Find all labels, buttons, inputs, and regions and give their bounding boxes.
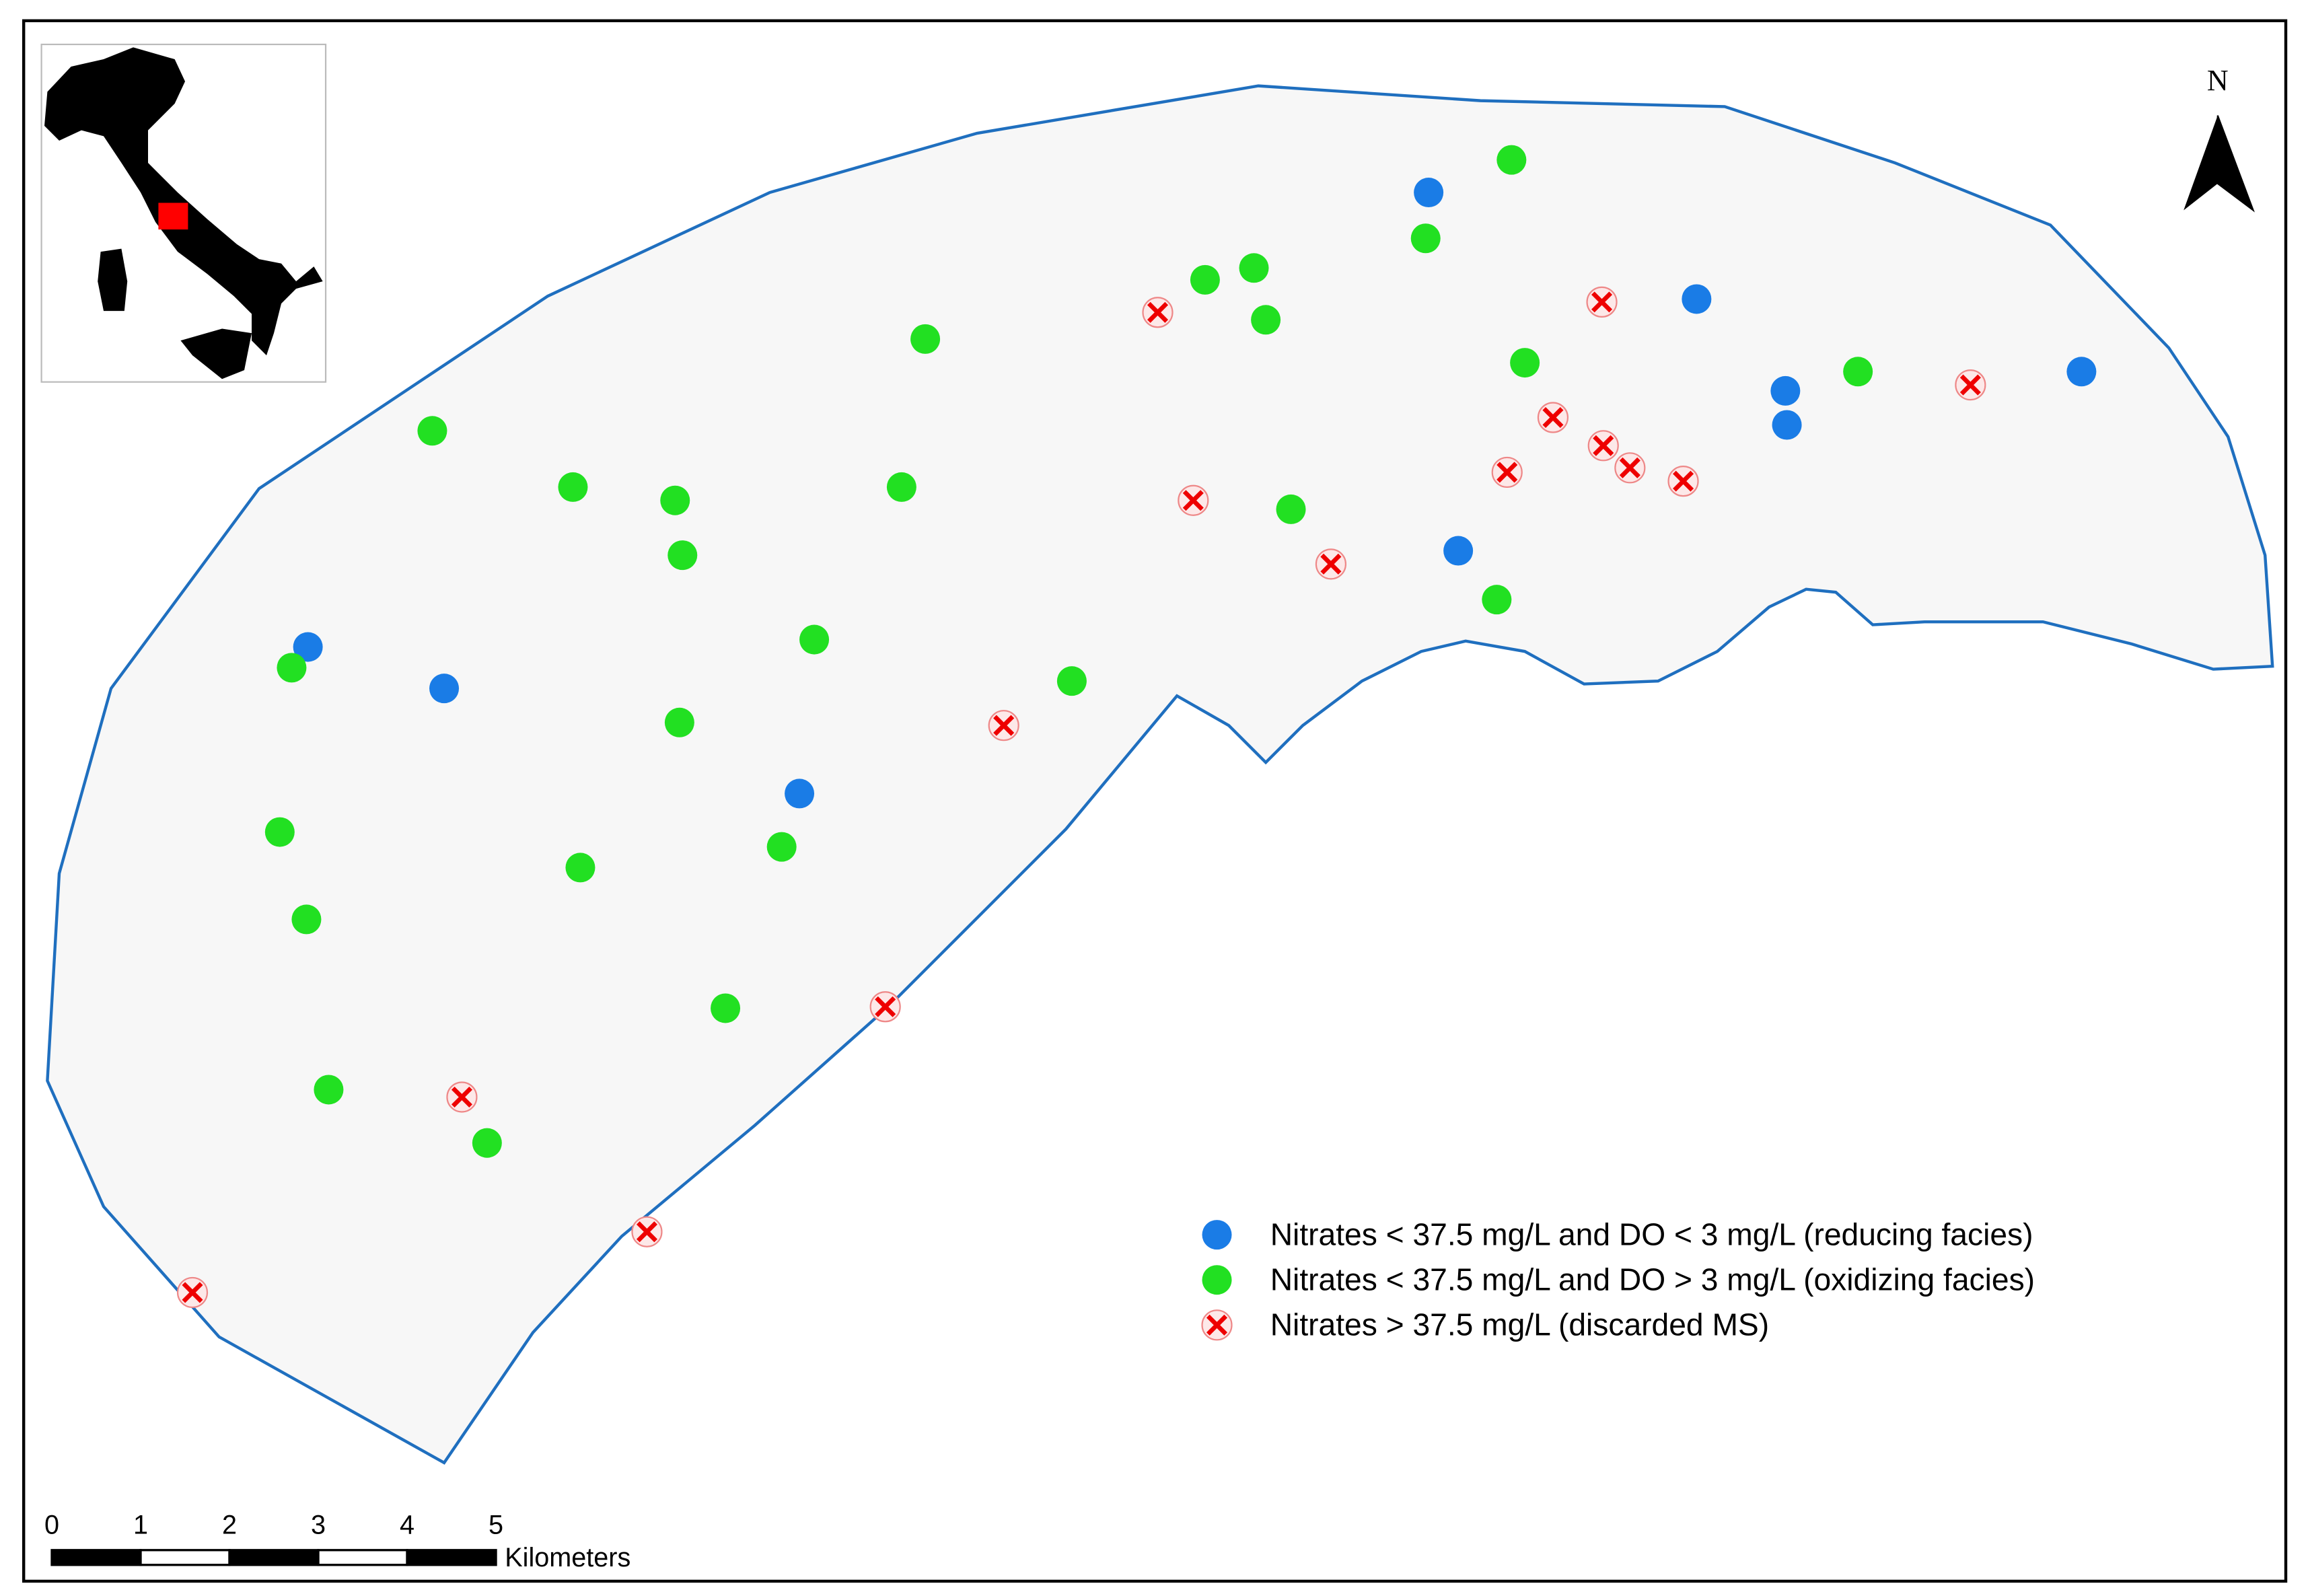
oxidizing-point <box>277 653 307 683</box>
discarded-point <box>875 996 896 1017</box>
scale-tick-label: 1 <box>133 1511 148 1540</box>
scale-unit: Kilometers <box>505 1543 630 1572</box>
reducing-point <box>1682 284 1712 314</box>
sardinia <box>98 248 128 312</box>
inset-map <box>40 43 327 383</box>
oxidizing-point <box>314 1075 344 1105</box>
discarded-point <box>1320 553 1342 575</box>
north-label: N <box>2207 64 2229 97</box>
reducing-point <box>785 778 815 809</box>
oxidizing-point <box>799 624 830 655</box>
oxidizing-point <box>910 324 941 354</box>
oxidizing-point <box>472 1128 502 1158</box>
scale-segment <box>228 1549 320 1566</box>
italy-mainland <box>44 47 323 356</box>
reducing-point <box>293 632 323 662</box>
discarded-point <box>636 1221 657 1243</box>
legend-label: Nitrates < 37.5 mg/L and DO > 3 mg/L (ox… <box>1270 1262 2035 1297</box>
discarded-point <box>1182 490 1204 511</box>
legend-label: Nitrates > 37.5 mg/L (discarded MS) <box>1270 1307 1769 1342</box>
discarded-point <box>451 1086 472 1108</box>
oxidizing-point <box>1276 494 1306 524</box>
discarded-point <box>1591 291 1613 313</box>
legend: Nitrates < 37.5 mg/L and DO < 3 mg/L (re… <box>1201 1217 2035 1342</box>
reducing-point <box>1202 1220 1232 1250</box>
reducing-point <box>1414 178 1444 208</box>
scale-tick-label: 2 <box>222 1511 237 1540</box>
oxidizing-point <box>1496 145 1527 175</box>
reducing-point <box>429 674 460 704</box>
scale-tick-label: 5 <box>489 1511 503 1540</box>
study-area <box>46 84 2274 1465</box>
reducing-point <box>1772 410 1802 440</box>
oxidizing-point <box>565 853 596 883</box>
oxidizing-point <box>1251 305 1281 335</box>
oxidizing-point <box>1482 585 1512 615</box>
discarded-point <box>1959 374 1981 396</box>
oxidizing-point <box>1190 264 1220 295</box>
discarded-point <box>1147 301 1169 323</box>
oxidizing-point <box>886 472 916 502</box>
north-arrow-right <box>2216 115 2255 213</box>
discarded-point <box>1542 406 1564 429</box>
oxidizing-point <box>417 416 447 446</box>
reducing-point <box>2066 357 2097 387</box>
discarded-point <box>1619 457 1640 478</box>
oxidizing-point <box>1510 348 1540 378</box>
scale-tick-label: 4 <box>400 1511 414 1540</box>
scale-segment <box>139 1549 231 1566</box>
oxidizing-point <box>668 540 698 571</box>
discarded-point <box>182 1282 203 1303</box>
discarded-point <box>1593 435 1614 456</box>
oxidizing-point <box>766 832 797 862</box>
oxidizing-point <box>1056 666 1087 696</box>
oxidizing-point <box>711 993 741 1023</box>
oxidizing-point <box>664 707 694 737</box>
scale-tick-label: 0 <box>44 1511 59 1540</box>
oxidizing-point <box>660 485 690 515</box>
oxidizing-point <box>1202 1265 1232 1295</box>
sample-points <box>176 145 2097 1309</box>
legend-label: Nitrates < 37.5 mg/L and DO < 3 mg/L (re… <box>1270 1217 2033 1252</box>
reducing-point <box>1770 375 1801 406</box>
oxidizing-point <box>291 904 322 935</box>
oxidizing-point <box>264 817 295 847</box>
oxidizing-point <box>1239 253 1269 283</box>
discarded-point <box>993 715 1015 736</box>
scale-segment <box>317 1549 408 1566</box>
reducing-point <box>1443 536 1474 566</box>
sicily <box>180 328 252 379</box>
oxidizing-point <box>1843 357 1873 387</box>
scale-segment <box>50 1549 142 1566</box>
discarded-point <box>1206 1314 1228 1336</box>
scale-tick-label: 3 <box>311 1511 326 1540</box>
oxidizing-point <box>558 472 588 502</box>
scale-segment <box>406 1549 497 1566</box>
north-arrow: N <box>2184 64 2255 213</box>
discarded-point <box>1673 470 1694 492</box>
oxidizing-point <box>1410 223 1441 254</box>
north-arrow-left <box>2184 115 2218 211</box>
study-area-locator <box>158 203 188 230</box>
discarded-point <box>1496 462 1518 483</box>
